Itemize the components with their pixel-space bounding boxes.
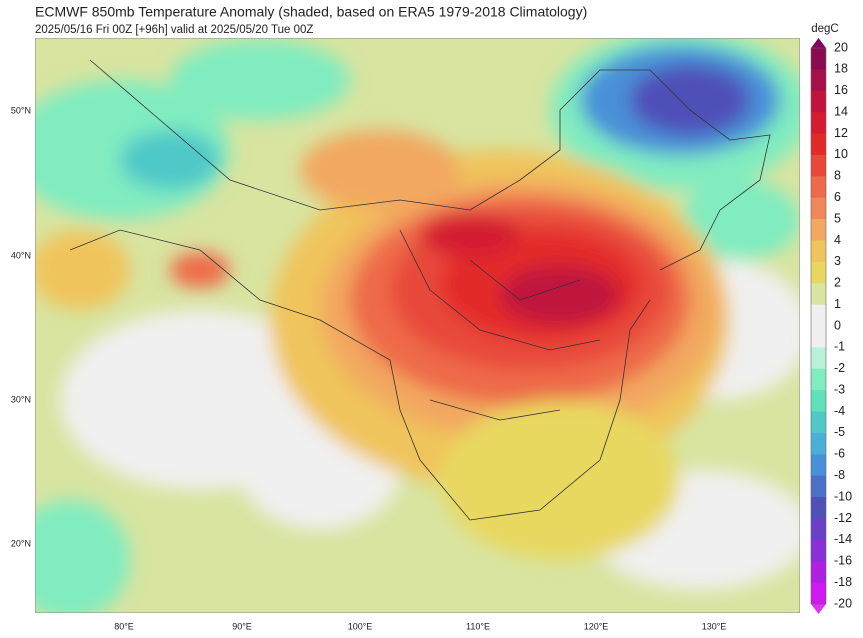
lon-label: 120°E bbox=[584, 621, 609, 631]
colorbar-segment bbox=[811, 411, 826, 434]
lat-label: 50°N bbox=[11, 105, 31, 115]
colorbar-label: 5 bbox=[834, 211, 841, 225]
lon-label: 90°E bbox=[232, 621, 252, 631]
colorbar-segment bbox=[811, 283, 826, 306]
colorbar-segment bbox=[811, 197, 826, 220]
lon-label: 80°E bbox=[114, 621, 134, 631]
colorbar-frame bbox=[810, 47, 827, 605]
colorbar-label: 3 bbox=[834, 254, 841, 268]
colorbar-segment bbox=[811, 582, 826, 605]
colorbar-segment bbox=[811, 176, 826, 199]
colorbar-label: -8 bbox=[834, 468, 845, 482]
colorbar-label: -1 bbox=[834, 340, 845, 354]
colorbar-segment bbox=[811, 432, 826, 455]
colorbar-label: 6 bbox=[834, 190, 841, 204]
colorbar-label: 18 bbox=[834, 62, 848, 76]
subtitle: 2025/05/16 Fri 00Z [+96h] valid at 2025/… bbox=[35, 24, 313, 36]
colorbar-over bbox=[811, 38, 826, 48]
colorbar-unit: degC bbox=[811, 23, 839, 35]
colorbar-segment bbox=[811, 304, 826, 327]
colorbar-segment bbox=[811, 326, 826, 348]
colorbar-label: 14 bbox=[834, 104, 848, 118]
colorbar-segment bbox=[811, 390, 826, 413]
colorbar-segment bbox=[811, 240, 826, 263]
colorbar-segment bbox=[811, 561, 826, 584]
lat-label: 30°N bbox=[11, 394, 31, 404]
colorbar-label: 12 bbox=[834, 126, 848, 140]
colorbar-label: -20 bbox=[834, 596, 852, 610]
colorbar-segment bbox=[811, 454, 826, 477]
colorbar-segment bbox=[811, 347, 826, 370]
lon-label: 130°E bbox=[702, 621, 727, 631]
lat-label: 40°N bbox=[11, 250, 31, 260]
colorbar-under bbox=[811, 604, 826, 614]
colorbar-segment bbox=[811, 539, 826, 562]
colorbar-label: -4 bbox=[834, 404, 845, 418]
colorbar-segment bbox=[811, 154, 826, 177]
colorbar-segment bbox=[811, 475, 826, 498]
colorbar-label: 8 bbox=[834, 169, 841, 183]
axis-labels: 50°N 40°N 30°N 20°N 80°E 90°E 100°E 110°E 120°E 1… bbox=[11, 105, 726, 631]
colorbar-label: -3 bbox=[834, 382, 845, 396]
title: ECMWF 850mb Temperature Anomaly (shaded,… bbox=[35, 4, 587, 20]
colorbar-segment bbox=[811, 90, 826, 113]
colorbar-segment bbox=[811, 69, 826, 92]
colorbar-label: -2 bbox=[834, 361, 845, 375]
colorbar-label: -18 bbox=[834, 575, 852, 589]
colorbar-label: -5 bbox=[834, 425, 845, 439]
colorbar-label: 1 bbox=[834, 297, 841, 311]
colorbar-label: -6 bbox=[834, 447, 845, 461]
colorbar-segment bbox=[811, 497, 826, 519]
colorbar-label: 2 bbox=[834, 276, 841, 290]
colorbar-label: -16 bbox=[834, 554, 852, 568]
colorbar-label: -12 bbox=[834, 511, 852, 525]
colorbar-label: 0 bbox=[834, 318, 841, 332]
colorbar-label: 16 bbox=[834, 83, 848, 97]
colorbar-label: -14 bbox=[834, 532, 852, 546]
lat-label: 20°N bbox=[11, 538, 31, 548]
colorbar-segment bbox=[811, 133, 826, 156]
colorbar: 20181614121086543210-1-2-3-4-5-6-8-10-12… bbox=[810, 38, 852, 614]
map bbox=[35, 38, 800, 613]
colorbar-segment bbox=[811, 261, 826, 284]
colorbar-segment bbox=[811, 219, 826, 241]
colorbar-segment bbox=[811, 48, 826, 70]
colorbar-segment bbox=[811, 112, 826, 135]
colorbar-segment bbox=[811, 518, 826, 541]
colorbar-label: 20 bbox=[834, 40, 848, 54]
colorbar-label: -10 bbox=[834, 489, 852, 503]
colorbar-label: 4 bbox=[834, 233, 841, 247]
colorbar-label: 10 bbox=[834, 147, 848, 161]
lon-label: 100°E bbox=[348, 621, 373, 631]
colorbar-segment bbox=[811, 368, 826, 391]
lon-label: 110°E bbox=[466, 621, 490, 631]
